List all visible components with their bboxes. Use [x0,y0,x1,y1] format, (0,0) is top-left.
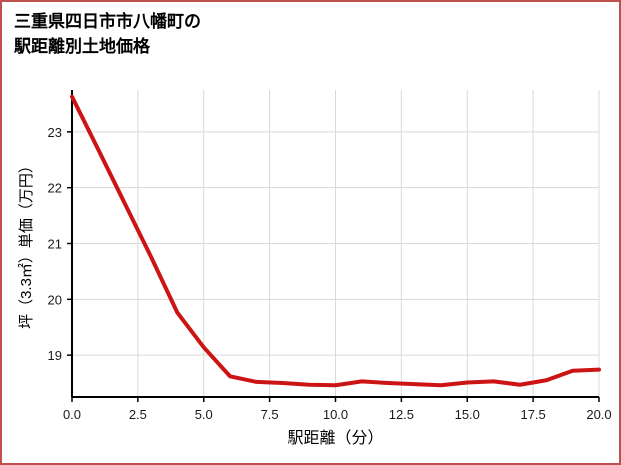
y-tick-label: 21 [48,237,62,252]
x-tick-label: 10.0 [323,407,348,422]
chart-title-line1: 三重県四日市市八幡町の [14,12,201,31]
y-tick-label: 19 [48,348,62,363]
x-tick-label: 17.5 [520,407,545,422]
x-tick-label: 2.5 [129,407,147,422]
y-axis-label: 坪（3.3㎡）単価（万円） [2,90,48,397]
chart-title-line2: 駅距離別土地価格 [14,36,150,56]
y-tick-label: 20 [48,292,62,307]
y-axis-label-text: 坪（3.3㎡）単価（万円） [17,158,35,329]
chart-title: 三重県四日市市八幡町の 駅距離別土地価格 [14,10,201,59]
x-axis-label: 駅距離（分） [287,430,384,447]
x-tick-label: 5.0 [195,407,213,422]
x-tick-label: 20.0 [586,407,611,422]
y-tick-label: 23 [48,125,62,140]
price-line-series [70,94,601,388]
y-tick-label: 22 [48,181,62,196]
x-tick-label: 0.0 [63,407,81,422]
x-tick-label: 15.0 [455,407,480,422]
x-tick-label: 7.5 [261,407,279,422]
x-tick-label: 12.5 [389,407,414,422]
